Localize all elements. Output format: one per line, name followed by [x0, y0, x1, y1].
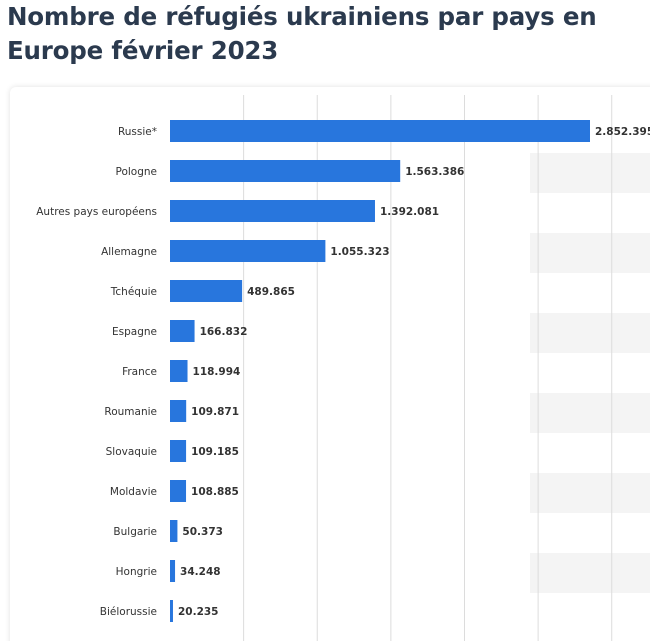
- bar[interactable]: [170, 480, 187, 502]
- bar[interactable]: [170, 240, 326, 262]
- bar[interactable]: [170, 560, 176, 582]
- value-label: 118.994: [193, 366, 241, 378]
- chart-card: Russie* Pologne Autres pays européens Allem…: [10, 87, 650, 641]
- category-label: Roumanie: [104, 406, 157, 418]
- category-label: Allemagne: [101, 246, 157, 258]
- row-stripe: [530, 233, 650, 273]
- value-label: 1.392.081: [380, 206, 439, 218]
- category-label: Espagne: [112, 326, 157, 338]
- category-labels: Russie* Pologne Autres pays européens Allem…: [36, 126, 157, 618]
- category-label: Bulgarie: [113, 526, 157, 538]
- bars: [170, 120, 590, 622]
- category-label: Pologne: [115, 166, 157, 178]
- value-label: 108.885: [191, 486, 239, 498]
- row-stripe: [530, 393, 650, 433]
- row-stripe: [530, 553, 650, 593]
- value-label: 2.852.395: [595, 126, 650, 138]
- category-label: Biélorussie: [100, 606, 157, 618]
- value-label: 1.563.386: [405, 166, 464, 178]
- bar[interactable]: [170, 520, 178, 542]
- bar[interactable]: [170, 320, 195, 342]
- category-label: Autres pays européens: [36, 206, 157, 218]
- category-label: France: [122, 366, 157, 378]
- value-label: 1.055.323: [330, 246, 389, 258]
- category-label: Moldavie: [110, 486, 157, 498]
- bar[interactable]: [170, 600, 173, 622]
- grid-lines: [243, 95, 613, 641]
- value-label: 166.832: [200, 326, 248, 338]
- bar[interactable]: [170, 160, 401, 182]
- bar[interactable]: [170, 200, 375, 222]
- chart-title: Nombre de réfugiés ukrainiens par pays e…: [7, 2, 597, 65]
- value-label: 50.373: [182, 526, 223, 538]
- value-label: 20.235: [178, 606, 219, 618]
- bar[interactable]: [170, 360, 188, 382]
- value-label: 489.865: [247, 286, 295, 298]
- row-stripe: [530, 153, 650, 193]
- bar[interactable]: [170, 280, 243, 302]
- row-stripes: [530, 153, 650, 593]
- value-labels: 2.852.395 1.563.386 1.392.081 1.055.323 489.…: [178, 126, 650, 618]
- row-stripe: [530, 473, 650, 513]
- row-stripe: [530, 313, 650, 353]
- category-label: Hongrie: [116, 566, 157, 578]
- value-label: 109.185: [191, 446, 239, 458]
- category-label: Tchéquie: [110, 286, 157, 298]
- category-label: Slovaquie: [106, 446, 157, 458]
- value-label: 109.871: [191, 406, 239, 418]
- bar[interactable]: [170, 400, 187, 422]
- bar[interactable]: [170, 440, 187, 462]
- category-label: Russie*: [118, 126, 157, 138]
- bar[interactable]: [170, 120, 590, 142]
- value-label: 34.248: [180, 566, 221, 578]
- bar-chart: Russie* Pologne Autres pays européens Allem…: [36, 95, 650, 641]
